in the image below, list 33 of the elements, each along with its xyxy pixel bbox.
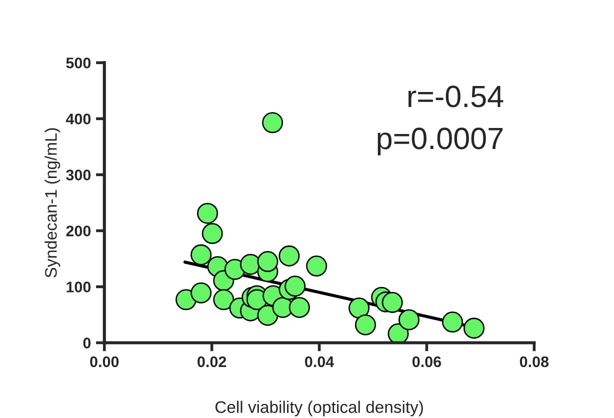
- point: [382, 292, 403, 313]
- x-tick-label: 0.02: [198, 356, 226, 368]
- y-tick-label: 500: [66, 58, 91, 68]
- point: [463, 318, 485, 339]
- y-tick-label: 100: [66, 282, 91, 292]
- point: [213, 289, 234, 310]
- x-tick-label: 0.08: [520, 356, 549, 368]
- point: [197, 202, 218, 224]
- point: [306, 256, 328, 277]
- y-tick-label: 300: [66, 170, 91, 180]
- point: [190, 244, 212, 266]
- x-tick-label: 0.04: [305, 356, 334, 368]
- point: [442, 312, 464, 333]
- y-tick-label: 400: [66, 114, 91, 124]
- y-axis-title: Syndecan-1 (ng/mL): [44, 128, 60, 278]
- x-tick-label: 0.00: [90, 356, 119, 368]
- point: [348, 298, 370, 319]
- point: [354, 314, 376, 336]
- point: [190, 282, 212, 304]
- point: [202, 223, 223, 244]
- y-tick-label: 0: [83, 338, 91, 348]
- point: [398, 309, 420, 330]
- point: [257, 251, 278, 272]
- annotation: p=0.0007: [378, 128, 503, 156]
- point: [288, 296, 310, 318]
- x-tick-label: 0.06: [412, 356, 442, 368]
- point: [278, 245, 300, 266]
- y-tick-label: 200: [66, 226, 91, 236]
- point: [257, 304, 278, 326]
- x-axis-title: Cell viability (optical density): [215, 400, 423, 416]
- point: [262, 112, 284, 134]
- point: [284, 276, 306, 297]
- annotation: r=-0.54: [408, 86, 504, 108]
